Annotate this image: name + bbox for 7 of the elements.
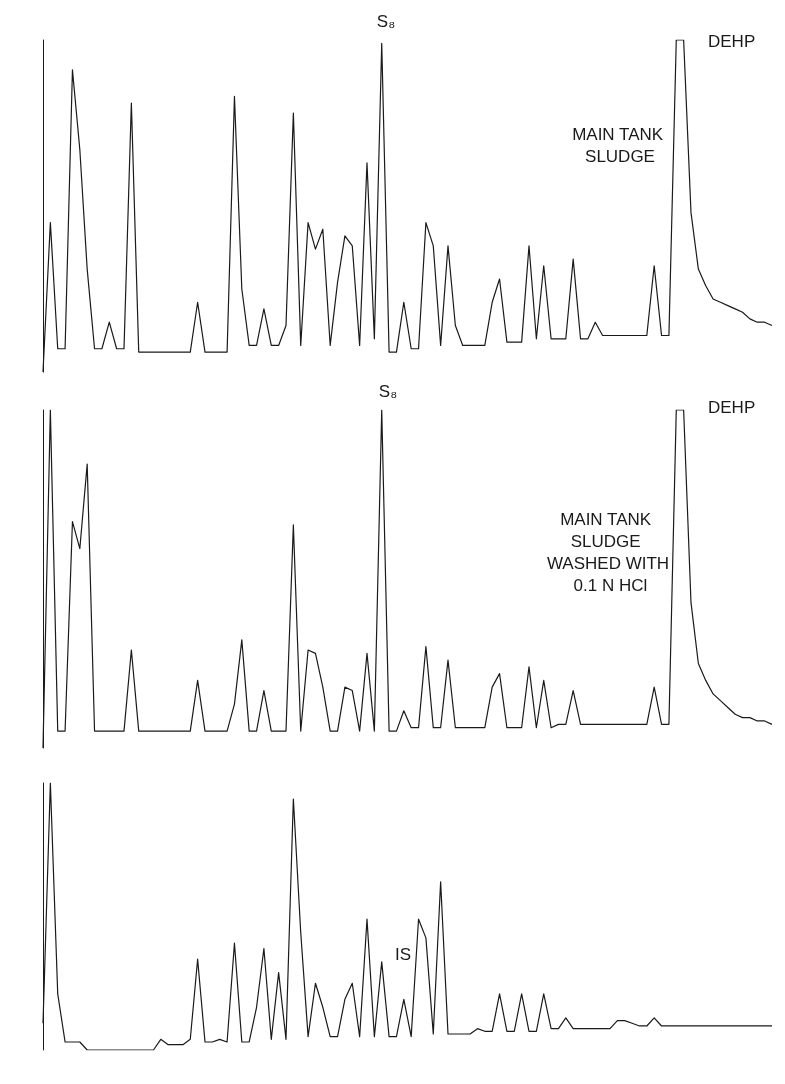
text: S₈	[376, 11, 396, 31]
annotation: DEHP	[708, 397, 756, 417]
annotation: MAIN TANK SLUDGE WASHED WITH 0.1 N HCl	[546, 509, 670, 595]
annotation: DEHP	[708, 31, 756, 51]
annotation: IS	[394, 944, 412, 964]
annotation: MAIN TANK SLUDGE	[572, 124, 668, 166]
text: S₈	[378, 381, 398, 401]
